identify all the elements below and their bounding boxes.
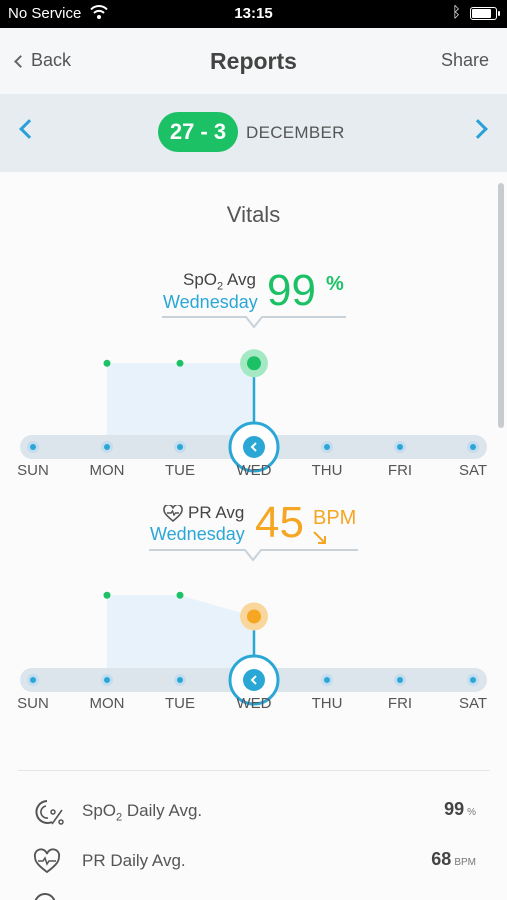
nav-bar: Back Reports Share [0,28,507,94]
tick-label: SAT [459,462,487,479]
back-label: Back [31,50,72,70]
selected-point [247,356,261,371]
stat-name: PR Daily Avg. [82,851,186,870]
selected-point [247,609,261,624]
list-item[interactable]: PR Daily Avg. 68 BPM [18,841,490,881]
wifi-icon [90,5,108,19]
list-item[interactable]: SpO2 Daily Avg. 99% [18,791,490,831]
month-label: DECEMBER [246,123,345,142]
day-dot-center [470,444,476,450]
day-dot-center [30,444,36,450]
day-dot-center [104,677,110,683]
stat-name: SpO2 Daily Avg. [82,801,203,824]
tick-label: SUN [17,462,49,479]
trend-down-icon [313,531,326,544]
spo2-value: 99 [267,266,316,315]
chevron-left-icon [250,442,257,452]
date-range-badge: 27 - 3 [158,112,238,152]
clock: 13:15 [234,5,273,22]
chevron-left-icon [250,675,257,685]
pr-day: Wednesday [150,524,245,544]
day-dot-center [324,677,330,683]
heart-pulse-icon [33,848,61,874]
area-fill [107,595,254,680]
share-button[interactable]: Share [440,50,489,70]
day-dot-center [177,677,183,683]
content-area [0,172,507,900]
day-dot-center [397,677,403,683]
stat-value: 99% [444,799,476,819]
stat-value: 68 BPM [431,849,476,869]
bluetooth-icon: ᛒ [452,4,462,21]
data-point [103,359,111,367]
data-point [176,359,184,367]
data-point [176,591,184,599]
status-bar: No Service 13:15 ᛒ [0,0,507,28]
day-dot-center [30,677,36,683]
tick-label: MON [90,462,125,479]
data-point [103,591,111,599]
carrier-label: No Service [8,5,82,22]
tick-label: WED [237,695,272,712]
pr-chart-svg: SUN MON TUE WED THU FRI SAT [17,591,487,712]
tick-label: FRI [388,462,412,479]
spo2-chart-svg: SUN MON TUE WED THU FRI SAT [17,349,487,479]
heart-icon [163,505,183,523]
section-title: Vitals [226,202,281,227]
area-fill [107,363,254,447]
tick-label: TUE [165,695,195,712]
battery-icon [470,7,500,20]
callout-pointer [149,549,358,562]
tick-label: SAT [459,695,487,712]
tick-label: WED [237,462,272,479]
spo2-label: SpO2 Avg [183,270,256,293]
day-dot-center [177,444,183,450]
tick-label: THU [312,462,343,479]
day-dot-center [104,444,110,450]
pr-unit: BPM [313,507,357,529]
page-title: Reports [210,48,297,74]
spo2-unit: % [326,273,344,295]
next-week-button[interactable] [468,119,488,139]
tick-label: THU [312,695,343,712]
stats-list: SpO2 Daily Avg. 99% PR Daily Avg. 68 BPM [18,770,490,874]
scrollbar[interactable] [498,183,504,428]
back-button[interactable]: Back [14,50,72,71]
tick-label: MON [90,695,125,712]
tick-label: TUE [165,462,195,479]
day-dot-center [470,677,476,683]
previous-week-button[interactable] [19,119,39,139]
date-selector: 27 - 3 DECEMBER [0,94,507,172]
tick-label: FRI [388,695,412,712]
spo2-day: Wednesday [163,292,258,312]
pr-value: 45 [255,498,304,547]
tick-label: SUN [17,695,49,712]
day-dot-center [324,444,330,450]
callout-pointer [162,316,346,329]
pr-label: PR Avg [188,503,245,522]
day-handle-knob [243,669,265,691]
spo2-icon [35,800,64,825]
day-handle-knob [243,436,265,458]
day-dot-center [397,444,403,450]
